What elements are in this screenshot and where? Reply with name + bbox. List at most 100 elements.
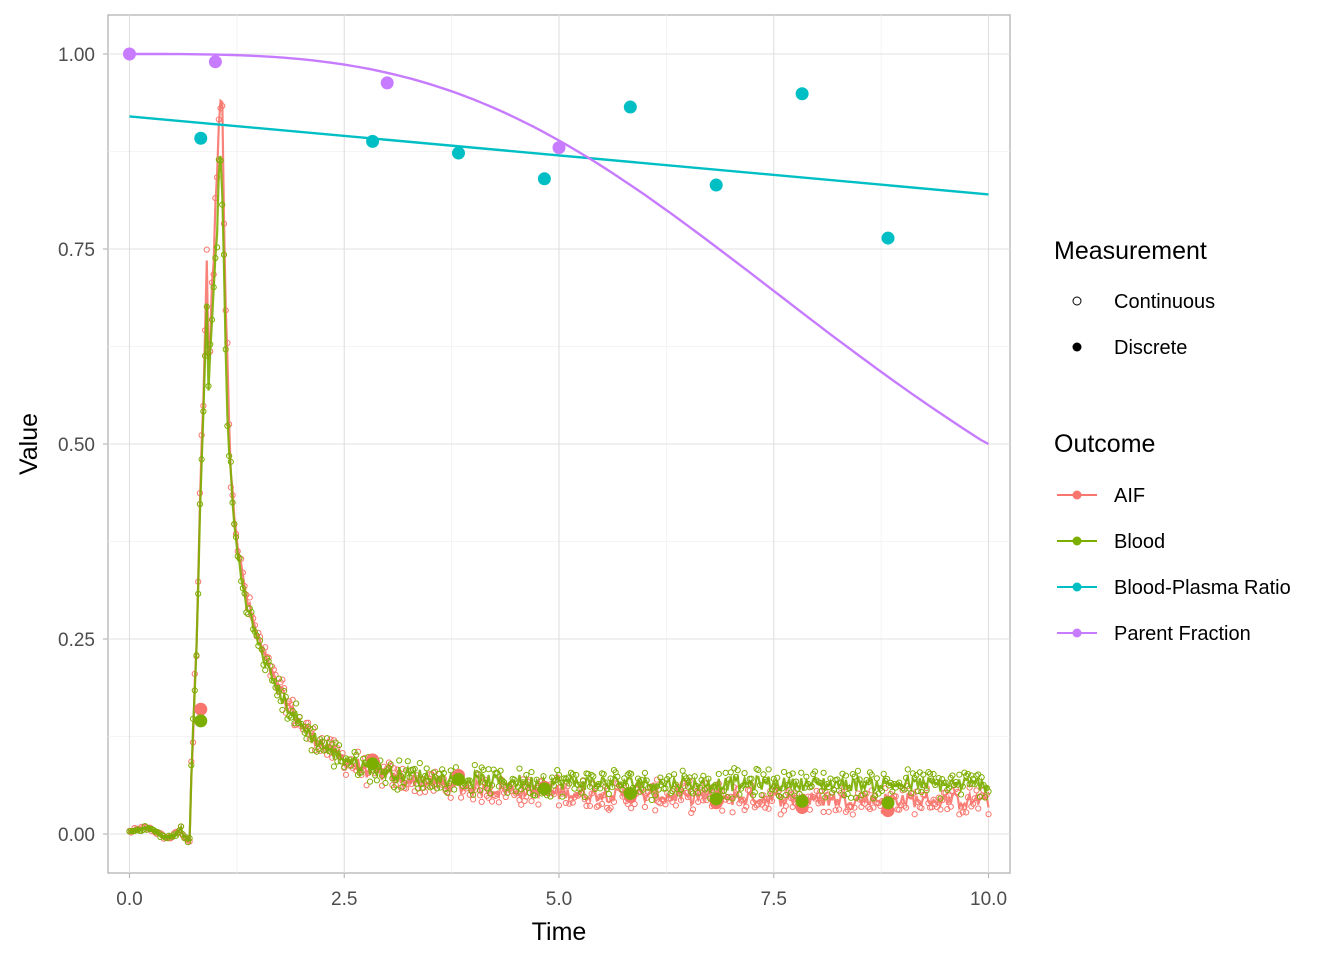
continuous-point — [652, 792, 659, 799]
continuous-point — [569, 771, 576, 778]
continuous-point — [822, 794, 829, 801]
legend-title-outcome: Outcome — [1054, 430, 1155, 458]
continuous-point — [820, 769, 827, 776]
continuous-point — [911, 811, 918, 818]
legend-label: AIF — [1114, 485, 1145, 507]
continuous-point — [774, 774, 781, 781]
continuous-point — [849, 811, 856, 818]
continuous-point — [959, 809, 966, 816]
continuous-point — [870, 795, 877, 802]
continuous-point — [918, 788, 925, 796]
continuous-point — [981, 794, 989, 801]
legend: Measurement Continuous Discrete Outcome A… — [1054, 237, 1291, 645]
discrete-point — [623, 100, 637, 114]
continuous-point — [567, 769, 575, 776]
x-tick-label: 10.0 — [970, 889, 1007, 910]
continuous-point — [961, 769, 968, 776]
continuous-point — [428, 783, 435, 790]
continuous-point — [528, 797, 535, 805]
continuous-point — [394, 786, 401, 793]
continuous-point — [927, 770, 934, 777]
continuous-point — [342, 771, 350, 778]
continuous-point — [729, 809, 736, 816]
continuous-point — [872, 792, 879, 799]
discrete-point — [795, 87, 809, 101]
continuous-point — [829, 789, 836, 796]
continuous-point — [956, 771, 963, 778]
legend-label: Continuous — [1114, 291, 1215, 313]
continuous-point — [873, 775, 880, 782]
discrete-point — [552, 141, 566, 155]
continuous-point — [444, 789, 451, 796]
discrete-point — [537, 172, 551, 186]
discrete-point — [366, 757, 380, 771]
continuous-point — [624, 771, 631, 778]
grid-major — [108, 15, 1010, 873]
continuous-point — [600, 771, 607, 778]
continuous-point — [628, 805, 635, 812]
continuous-point — [914, 787, 922, 795]
continuous-line-aif — [129, 98, 990, 845]
continuous-point — [289, 696, 296, 703]
series-layer — [122, 47, 992, 846]
continuous-point — [605, 790, 612, 798]
y-tick-label: 1.00 — [58, 45, 95, 66]
continuous-point — [780, 768, 788, 776]
continuous-point — [469, 791, 477, 798]
continuous-point — [607, 804, 614, 811]
discrete-point — [194, 702, 208, 716]
continuous-point — [595, 802, 602, 809]
continuous-point — [354, 748, 362, 755]
continuous-point — [490, 766, 497, 773]
continuous-point — [439, 766, 446, 773]
continuous-point — [854, 767, 862, 775]
continuous-point — [689, 806, 697, 813]
continuous-point — [786, 787, 793, 794]
continuous-point — [275, 675, 283, 682]
continuous-point — [559, 793, 566, 800]
continuous-point — [751, 789, 758, 796]
legend-key-discrete — [1072, 342, 1082, 352]
continuous-point — [956, 811, 963, 818]
continuous-point — [487, 790, 494, 797]
continuous-point — [652, 807, 659, 814]
continuous-point — [870, 804, 877, 811]
continuous-point — [476, 787, 484, 794]
x-tick-label: 7.5 — [761, 889, 787, 910]
discrete-point — [537, 782, 551, 796]
continuous-point — [396, 757, 403, 764]
continuous-point — [518, 801, 525, 808]
continuous-point — [918, 804, 925, 812]
x-axis-title: Time — [532, 918, 587, 946]
continuous-point — [841, 792, 848, 799]
continuous-point — [569, 799, 576, 806]
continuous-point — [844, 790, 851, 797]
y-tick-label: 0.50 — [58, 435, 95, 456]
continuous-point — [669, 788, 676, 795]
continuous-point — [866, 805, 874, 813]
discrete-point — [122, 47, 136, 61]
continuous-point — [555, 802, 563, 809]
continuous-point — [581, 793, 588, 801]
continuous-point — [373, 777, 380, 784]
legend-key-continuous — [1072, 296, 1082, 306]
continuous-point — [469, 796, 477, 803]
continuous-point — [727, 769, 734, 776]
y-axis-title: Value — [15, 413, 43, 475]
continuous-point — [583, 802, 590, 810]
discrete-points-blood-plasma-ratio — [194, 87, 895, 245]
continuous-point — [758, 792, 765, 799]
continuous-point — [787, 789, 795, 796]
continuous-point — [937, 795, 944, 802]
continuous-point — [811, 768, 819, 775]
continuous-point — [868, 771, 875, 778]
continuous-point — [715, 770, 722, 778]
discrete-points-parent-fraction — [122, 47, 566, 155]
continuous-point — [404, 758, 411, 765]
continuous-point — [825, 808, 832, 815]
continuous-point — [755, 766, 762, 774]
continuous-point — [279, 676, 286, 683]
continuous-point — [648, 796, 655, 804]
continuous-point — [420, 784, 427, 791]
x-tick-label: 5.0 — [546, 889, 572, 910]
